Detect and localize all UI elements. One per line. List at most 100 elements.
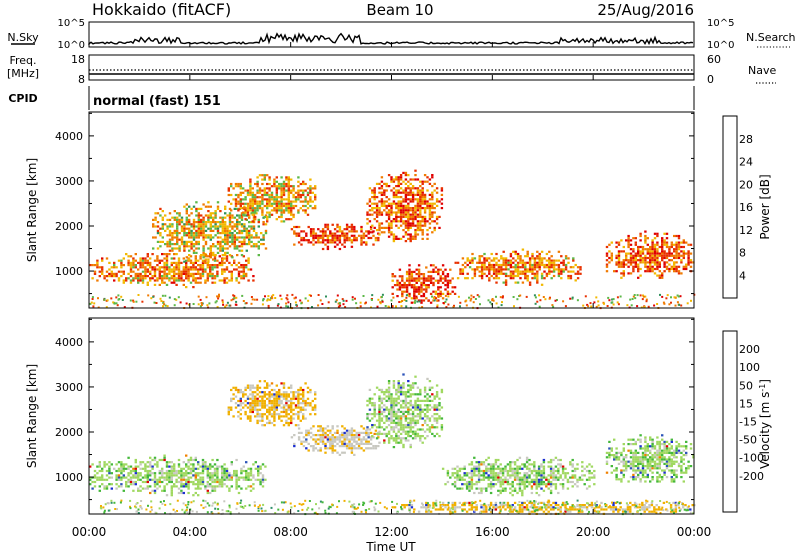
heatmap-cell bbox=[171, 223, 174, 226]
heatmap-cell bbox=[414, 406, 417, 409]
heatmap-cell bbox=[425, 284, 428, 287]
heatmap-cell bbox=[392, 402, 396, 405]
heatmap-cell bbox=[156, 225, 160, 228]
heatmap-cell bbox=[401, 277, 404, 280]
heatmap-cell bbox=[228, 214, 232, 217]
heatmap-cell bbox=[206, 469, 209, 473]
heatmap-cell bbox=[651, 243, 654, 246]
heatmap-cell bbox=[397, 397, 400, 400]
heatmap-cell bbox=[233, 240, 236, 243]
heatmap-cell bbox=[98, 266, 101, 269]
heatmap-cell bbox=[492, 472, 495, 475]
heatmap-cell bbox=[177, 458, 181, 462]
heatmap-cell bbox=[576, 270, 580, 273]
heatmap-cell bbox=[617, 261, 621, 264]
heatmap-cell bbox=[197, 472, 200, 475]
heatmap-cell bbox=[207, 221, 210, 224]
heatmap-cell bbox=[383, 441, 386, 444]
heatmap-cell bbox=[375, 196, 379, 199]
heatmap-cell bbox=[665, 237, 669, 240]
heatmap-cell bbox=[495, 261, 498, 264]
heatmap-cell bbox=[326, 236, 330, 240]
heatmap-cell bbox=[221, 264, 224, 267]
heatmap-cell bbox=[149, 272, 152, 275]
heatmap-cell bbox=[528, 257, 532, 260]
heatmap-cell bbox=[256, 189, 259, 192]
heatmap-cell bbox=[416, 200, 420, 203]
heatmap-cell bbox=[256, 180, 259, 183]
heatmap-cell bbox=[153, 458, 157, 462]
heatmap-cell bbox=[482, 474, 486, 477]
heatmap-cell bbox=[282, 410, 286, 414]
heatmap-cell bbox=[206, 266, 209, 269]
heatmap-cell bbox=[438, 294, 440, 297]
heatmap-cell bbox=[649, 252, 652, 255]
heatmap-cell bbox=[682, 241, 685, 244]
heatmap-cell bbox=[183, 249, 186, 252]
heatmap-cell bbox=[268, 413, 271, 416]
heatmap-cell bbox=[373, 218, 376, 221]
heatmap-cell bbox=[166, 218, 169, 221]
heatmap-cell bbox=[233, 259, 236, 262]
heatmap-cell bbox=[687, 261, 690, 264]
heatmap-cell bbox=[224, 221, 227, 224]
heatmap-cell bbox=[405, 290, 409, 293]
heatmap-cell bbox=[243, 225, 246, 228]
heatmap-cell bbox=[676, 294, 679, 297]
heatmap-cell bbox=[380, 222, 384, 225]
heatmap-cell bbox=[185, 286, 188, 289]
heatmap-cell bbox=[312, 434, 315, 437]
heatmap-cell bbox=[423, 386, 427, 389]
heatmap-cell bbox=[314, 236, 318, 240]
heatmap-cell bbox=[309, 228, 313, 231]
heatmap-cell bbox=[331, 451, 334, 454]
heatmap-cell bbox=[531, 257, 534, 260]
heatmap-cell bbox=[249, 207, 252, 210]
heatmap-cell bbox=[189, 469, 193, 473]
heatmap-cell bbox=[156, 240, 160, 243]
heatmap-cell bbox=[273, 207, 276, 210]
heatmap-cell bbox=[646, 250, 649, 253]
heatmap-cell bbox=[426, 377, 429, 380]
heatmap-cell bbox=[353, 453, 356, 456]
heatmap-cell bbox=[188, 223, 191, 226]
heatmap-cell bbox=[312, 236, 315, 240]
heatmap-cell bbox=[302, 193, 305, 197]
heatmap-cell bbox=[144, 272, 147, 275]
heatmap-cell bbox=[237, 415, 240, 418]
heatmap-cell bbox=[306, 200, 310, 203]
heatmap-cell bbox=[256, 402, 259, 405]
heatmap-cell bbox=[380, 388, 384, 391]
heatmap-cell bbox=[176, 223, 179, 226]
heatmap-cell bbox=[199, 487, 202, 490]
heatmap-cell bbox=[256, 404, 259, 407]
heatmap-cell bbox=[170, 268, 173, 271]
heatmap-cell bbox=[146, 469, 149, 473]
heatmap-cell bbox=[230, 476, 233, 479]
heatmap-cell bbox=[175, 480, 178, 484]
heatmap-cell bbox=[437, 279, 440, 282]
heatmap-cell bbox=[516, 298, 519, 301]
heatmap-cell bbox=[403, 281, 406, 284]
heatmap-cell bbox=[402, 198, 405, 201]
heatmap-cell bbox=[362, 295, 365, 297]
heatmap-cell bbox=[163, 275, 166, 278]
heatmap-cell bbox=[244, 196, 247, 199]
heatmap-cell bbox=[350, 436, 354, 439]
heatmap-cell bbox=[187, 461, 190, 464]
heatmap-cell bbox=[407, 229, 410, 232]
heatmap-cell bbox=[161, 275, 164, 278]
heatmap-cell bbox=[261, 404, 264, 407]
heatmap-cell bbox=[299, 299, 302, 302]
heatmap-cell bbox=[341, 451, 344, 454]
heatmap-cell bbox=[639, 254, 642, 257]
heatmap-cell bbox=[144, 474, 147, 477]
heatmap-cell bbox=[435, 200, 439, 203]
heatmap-cell bbox=[414, 402, 417, 405]
heatmap-cell bbox=[120, 467, 123, 470]
heatmap-cell bbox=[329, 438, 332, 441]
heatmap-cell bbox=[175, 277, 178, 280]
heatmap-cell bbox=[661, 254, 664, 257]
heatmap-cell bbox=[603, 302, 605, 305]
heatmap-cell bbox=[378, 424, 381, 427]
